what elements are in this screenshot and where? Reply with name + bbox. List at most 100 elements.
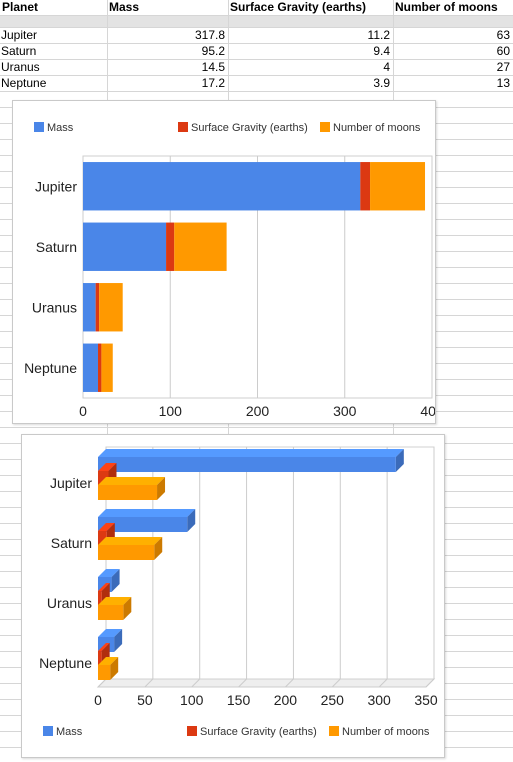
cell-mass[interactable]: 17.2	[201, 76, 225, 90]
y-category-label: Neptune	[24, 360, 77, 376]
grid-line	[238, 678, 247, 688]
x-tick-label: 300	[333, 403, 357, 419]
bar-segment	[83, 343, 99, 392]
table-row: Neptune 17.2 3.9 13	[0, 76, 513, 91]
bar-side-face	[123, 597, 132, 620]
y-category-label: Jupiter	[35, 178, 77, 194]
header-separator-row	[0, 15, 513, 27]
cell-gravity[interactable]: 3.9	[373, 76, 390, 90]
x-tick-label: 400	[420, 403, 435, 419]
bar-top-face	[98, 509, 196, 517]
bar-segment	[174, 222, 227, 271]
x-tick-label: 50	[137, 692, 153, 708]
bar-segment	[370, 162, 426, 211]
cell-mass[interactable]: 95.2	[201, 44, 225, 58]
legend-swatch	[320, 122, 330, 132]
cell-planet[interactable]: Saturn	[1, 44, 37, 58]
bar-side-face	[154, 537, 163, 560]
table-row: Saturn 95.2 9.4 60	[0, 44, 513, 59]
cell-moons[interactable]: 27	[496, 60, 510, 74]
bar-side-face	[110, 657, 119, 680]
bar-top-face	[98, 583, 110, 591]
x-tick-label: 350	[414, 692, 438, 708]
grid-line	[191, 678, 201, 688]
legend-label: Number of moons	[333, 122, 421, 134]
bar	[98, 485, 158, 500]
legend-swatch	[329, 726, 339, 736]
bar	[98, 591, 102, 606]
header-planet[interactable]: Planet	[2, 0, 39, 14]
cell-moons[interactable]: 63	[496, 28, 510, 42]
bar-segment	[99, 283, 123, 332]
stacked-bar-chart-svg: Mass Surface Gravity (earths) Number of mo…	[24, 122, 444, 419]
bar-side-face	[111, 569, 120, 592]
stacked-bar-chart[interactable]: Mass Surface Gravity (earths) Number of mo…	[12, 100, 444, 424]
legend-label: Mass	[56, 726, 83, 738]
x-tick-label: 100	[159, 403, 183, 419]
bar-side-face	[395, 449, 404, 472]
bar-top-face	[98, 597, 132, 605]
grid-line	[97, 678, 107, 688]
grid-line	[331, 678, 341, 688]
bar-top-face	[98, 629, 123, 637]
cell-gravity[interactable]: 11.2	[367, 28, 390, 42]
grid-line	[144, 678, 154, 688]
bar-top-face	[98, 477, 166, 485]
y-category-label: Saturn	[36, 239, 77, 255]
grouped-3d-bar-chart[interactable]: 0 50 100 150 200 250 300 350 Jupiter Saturn Uranus…	[21, 434, 445, 758]
bar	[98, 531, 107, 546]
cell-moons[interactable]: 13	[496, 76, 510, 90]
cell-mass[interactable]: 317.8	[194, 28, 225, 42]
legend-label: Surface Gravity (earths)	[200, 726, 317, 738]
bar-side-face	[187, 509, 196, 532]
legend-label: Mass	[47, 122, 74, 134]
bar-top-face	[98, 657, 119, 665]
header-number-of-moons[interactable]: Number of moons	[395, 0, 498, 14]
bar-segment	[95, 283, 100, 332]
bar-top-face	[98, 643, 110, 651]
legend-swatch	[187, 726, 197, 736]
bar	[98, 471, 109, 486]
bar-top-face	[98, 463, 117, 471]
header-mass[interactable]: Mass	[109, 0, 140, 14]
legend-label: Surface Gravity (earths)	[191, 122, 308, 134]
bar-segment	[83, 222, 167, 271]
y-category-label: Saturn	[51, 535, 92, 551]
x-tick-label: 150	[227, 692, 251, 708]
y-category-label: Uranus	[32, 299, 77, 315]
table-row: Uranus 14.5 4 27	[0, 60, 513, 75]
bar-segment	[101, 343, 113, 392]
cell-moons[interactable]: 60	[496, 44, 510, 58]
legend-label: Number of moons	[342, 726, 430, 738]
bar-side-face	[114, 629, 123, 652]
bar-segment	[83, 283, 96, 332]
x-tick-label: 0	[79, 403, 87, 419]
bar-segment	[98, 343, 102, 392]
x-tick-label: 200	[246, 403, 270, 419]
y-category-label: Uranus	[47, 595, 92, 611]
x-tick-label: 200	[274, 692, 298, 708]
grid-line	[285, 678, 294, 688]
bar-segment	[360, 162, 371, 211]
table-row: Jupiter 317.8 11.2 63	[0, 28, 513, 43]
bar	[98, 605, 124, 620]
cell-planet[interactable]: Uranus	[1, 60, 40, 74]
bar-top-face	[98, 569, 120, 577]
bar-top-face	[98, 523, 115, 531]
bar-top-face	[98, 537, 163, 545]
bar-segment	[83, 162, 361, 211]
grid-line	[378, 678, 388, 688]
header-surface-gravity[interactable]: Surface Gravity (earths)	[230, 0, 367, 14]
x-tick-label: 0	[94, 692, 102, 708]
cell-planet[interactable]: Neptune	[1, 76, 47, 90]
bar	[98, 457, 396, 472]
cell-gravity[interactable]: 9.4	[373, 44, 390, 58]
bar	[98, 651, 102, 666]
cell-gravity[interactable]: 4	[383, 60, 390, 74]
table-header-row: Planet Mass Surface Gravity (earths) Num…	[0, 0, 513, 15]
cell-planet[interactable]: Jupiter	[1, 28, 38, 42]
cell-mass[interactable]: 14.5	[201, 60, 225, 74]
legend-swatch	[178, 122, 188, 132]
bar-segment	[166, 222, 175, 271]
legend-swatch	[34, 122, 44, 132]
